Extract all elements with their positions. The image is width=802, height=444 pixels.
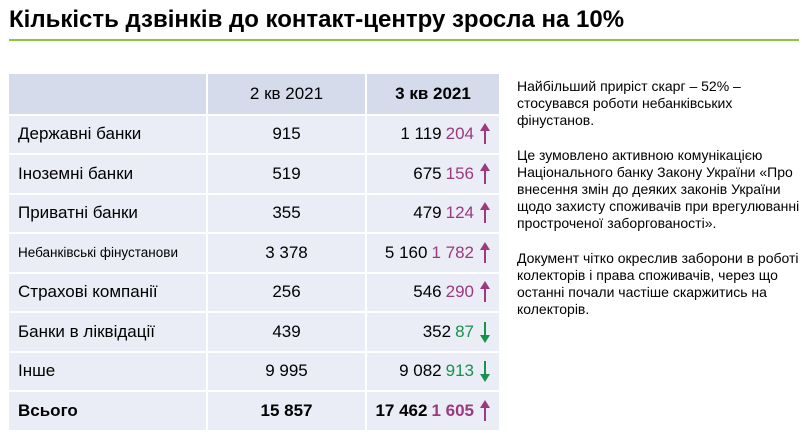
table-header-row: 2 кв 2021 3 кв 2021: [9, 74, 499, 114]
q2-value: 15 857: [208, 390, 367, 430]
title-underline: [9, 39, 799, 41]
q2-value: 915: [208, 113, 367, 153]
arrow-up-icon: [480, 399, 490, 421]
table-total-row: Всього 15 857 17 462 1 605: [9, 390, 499, 430]
change-value: 913: [445, 361, 474, 381]
row-label: Державні банки: [9, 113, 208, 153]
commentary: Найбільший приріст скарг – 52% – стосува…: [517, 78, 800, 336]
q3-value: 352: [422, 321, 452, 341]
q2-value: 355: [208, 192, 367, 232]
row-label: Приватні банки: [9, 192, 208, 232]
row-label: Інше: [9, 350, 208, 390]
commentary-p2: Це зумовлено активною комунікацією Націо…: [517, 147, 800, 231]
q3-cell: 5 160 1 782: [367, 232, 499, 272]
change-value: 1 782: [431, 242, 474, 262]
row-label: Іноземні банки: [9, 153, 208, 193]
table-row: Іноземні банки 519 675 156: [9, 153, 499, 193]
change-value: 87: [455, 321, 474, 341]
arrow-up-icon: [480, 162, 490, 184]
header-q3: 3 кв 2021: [367, 74, 499, 114]
commentary-p1: Найбільший приріст скарг – 52% – стосува…: [517, 78, 741, 128]
change-value: 124: [445, 203, 474, 223]
q3-value: 9 082: [399, 361, 442, 381]
q3-cell: 9 082 913: [367, 350, 499, 390]
table-row: Інше 9 995 9 082 913: [9, 350, 499, 390]
table-row: Страхові компанії 256 546 290: [9, 271, 499, 311]
arrow-down-icon: [480, 321, 490, 343]
q3-value: 546: [413, 282, 442, 302]
q2-value: 439: [208, 311, 367, 351]
row-label: Банки в ліквідації: [9, 311, 208, 351]
q3-cell: 17 462 1 605: [367, 390, 499, 430]
header-empty: [9, 74, 208, 114]
change-value: 156: [445, 163, 474, 183]
table-row: Державні банки 915 1 119 204: [9, 113, 499, 153]
q3-cell: 479 124: [367, 192, 499, 232]
q3-value: 675: [413, 163, 442, 183]
arrow-up-icon: [480, 281, 490, 303]
page-title: Кількість дзвінків до контакт-центру зро…: [9, 6, 625, 33]
q3-value: 5 160: [384, 242, 428, 262]
table-row: Небанківські фінустанови 3 378 5 160 1 782: [9, 232, 499, 272]
row-label: Всього: [9, 390, 208, 430]
arrow-up-icon: [480, 123, 490, 145]
change-value: 1 605: [431, 400, 474, 420]
arrow-down-icon: [480, 361, 490, 383]
table-row: Банки в ліквідації 439 352 87: [9, 311, 499, 351]
q3-cell: 1 119 204: [367, 113, 499, 153]
change-value: 290: [445, 282, 474, 302]
commentary-p3: Документ чітко окреслив заборони в робот…: [517, 250, 799, 317]
calls-table: 2 кв 2021 3 кв 2021 Державні банки 915 1 1…: [9, 74, 499, 430]
arrow-up-icon: [480, 241, 490, 263]
header-q2: 2 кв 2021: [208, 74, 367, 114]
q3-value: 1 119: [400, 124, 442, 144]
q2-value: 256: [208, 271, 367, 311]
q3-cell: 675 156: [367, 153, 499, 193]
row-label: Небанківські фінустанови: [9, 232, 208, 272]
q2-value: 9 995: [208, 350, 367, 390]
q3-cell: 352 87: [367, 311, 499, 351]
q2-value: 3 378: [208, 232, 367, 272]
q3-value: 17 462: [375, 400, 428, 420]
row-label: Страхові компанії: [9, 271, 208, 311]
arrow-up-icon: [480, 202, 490, 224]
q2-value: 519: [208, 153, 367, 193]
q3-cell: 546 290: [367, 271, 499, 311]
table-row: Приватні банки 355 479 124: [9, 192, 499, 232]
change-value: 204: [445, 124, 474, 144]
q3-value: 479: [413, 203, 442, 223]
